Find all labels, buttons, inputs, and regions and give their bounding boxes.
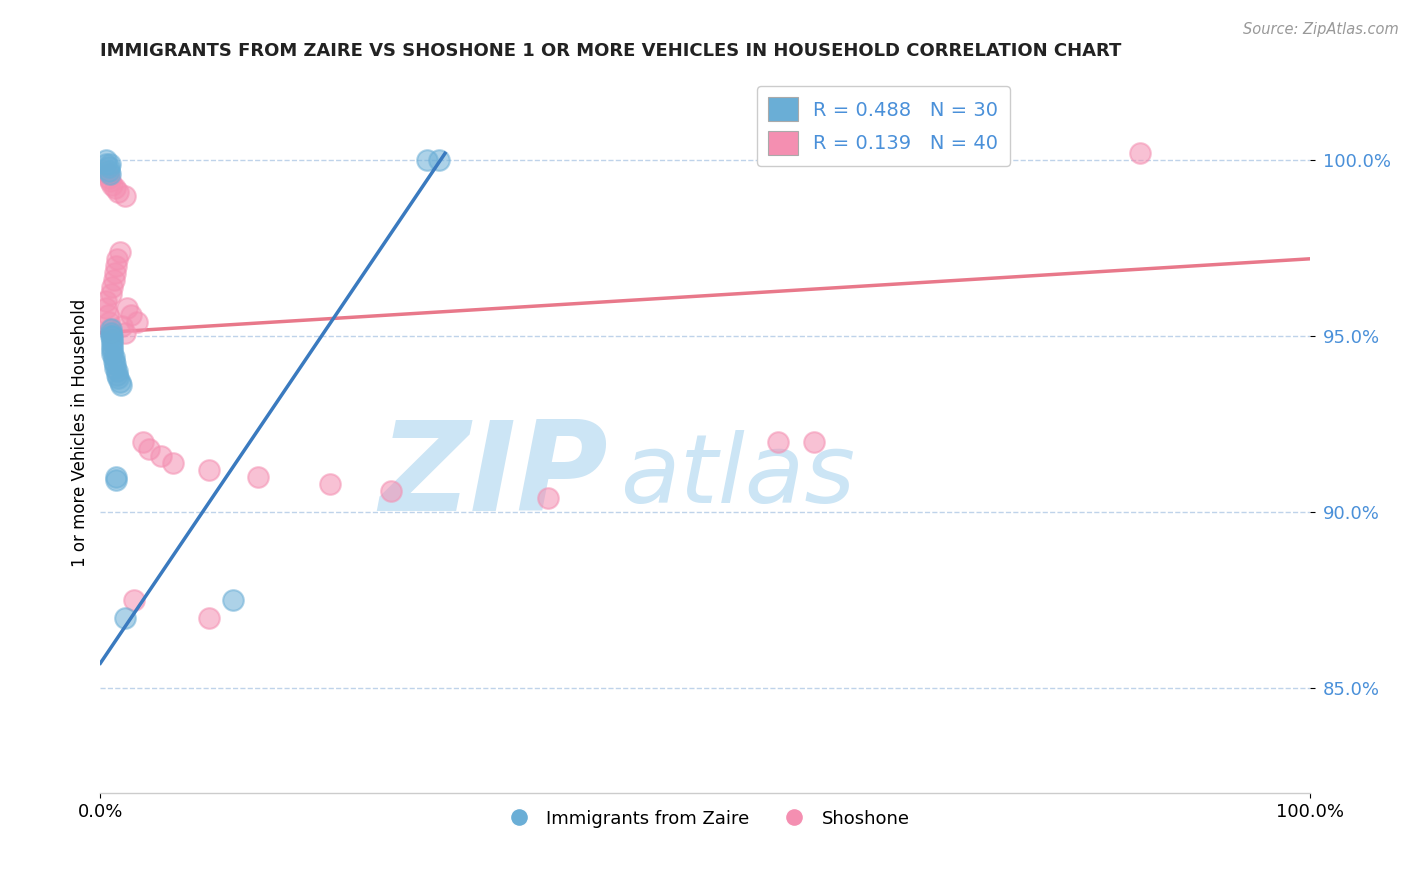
Point: [100, 326, 122, 340]
Point: [114, 610, 136, 624]
Point: [103, 273, 125, 287]
Point: [103, 353, 125, 368]
Point: [115, 301, 138, 315]
Point: [101, 333, 124, 347]
Point: [111, 318, 134, 333]
Point: [198, 463, 221, 477]
Point: [107, 185, 129, 199]
Point: [96, 164, 118, 178]
Point: [103, 351, 125, 365]
Point: [98, 174, 121, 188]
Point: [101, 336, 124, 351]
Point: [98, 322, 121, 336]
Point: [101, 347, 124, 361]
Point: [101, 178, 124, 192]
Point: [105, 470, 128, 484]
Point: [100, 322, 122, 336]
Point: [108, 375, 131, 389]
Point: [138, 442, 160, 456]
Point: [198, 610, 221, 624]
Point: [97, 161, 120, 175]
Point: [122, 593, 145, 607]
Text: Source: ZipAtlas.com: Source: ZipAtlas.com: [1243, 22, 1399, 37]
Y-axis label: 1 or more Vehicles in Household: 1 or more Vehicles in Household: [72, 299, 89, 567]
Point: [96, 153, 118, 168]
Point: [96, 301, 118, 315]
Point: [101, 340, 124, 354]
Point: [222, 593, 245, 607]
Point: [97, 170, 120, 185]
Point: [101, 280, 124, 294]
Point: [110, 378, 132, 392]
Point: [108, 244, 131, 259]
Point: [104, 266, 127, 280]
Point: [97, 308, 120, 322]
Point: [120, 308, 142, 322]
Point: [766, 434, 789, 449]
Point: [107, 371, 129, 385]
Point: [537, 491, 560, 505]
Point: [97, 315, 120, 329]
Point: [803, 434, 825, 449]
Point: [96, 157, 118, 171]
Point: [96, 293, 118, 308]
Point: [131, 434, 153, 449]
Point: [104, 181, 127, 195]
Point: [100, 329, 122, 343]
Point: [416, 153, 439, 168]
Point: [162, 456, 184, 470]
Point: [98, 168, 121, 182]
Point: [100, 326, 122, 340]
Point: [1129, 146, 1152, 161]
Point: [105, 259, 128, 273]
Point: [380, 483, 402, 498]
Point: [101, 329, 124, 343]
Point: [97, 164, 120, 178]
Point: [125, 315, 148, 329]
Point: [100, 287, 122, 301]
Point: [97, 168, 120, 182]
Legend: Immigrants from Zaire, Shoshone: Immigrants from Zaire, Shoshone: [494, 802, 917, 835]
Point: [114, 326, 136, 340]
Point: [105, 368, 128, 382]
Point: [101, 343, 124, 358]
Point: [104, 357, 127, 371]
Point: [98, 157, 121, 171]
Point: [149, 449, 172, 463]
Text: atlas: atlas: [620, 430, 855, 523]
Point: [427, 153, 450, 168]
Point: [105, 474, 128, 488]
Text: IMMIGRANTS FROM ZAIRE VS SHOSHONE 1 OR MORE VEHICLES IN HOUSEHOLD CORRELATION CH: IMMIGRANTS FROM ZAIRE VS SHOSHONE 1 OR M…: [100, 42, 1122, 60]
Point: [104, 360, 127, 375]
Point: [246, 470, 269, 484]
Point: [105, 252, 128, 266]
Text: ZIP: ZIP: [380, 416, 609, 537]
Point: [319, 476, 342, 491]
Point: [105, 364, 128, 378]
Point: [114, 188, 136, 202]
